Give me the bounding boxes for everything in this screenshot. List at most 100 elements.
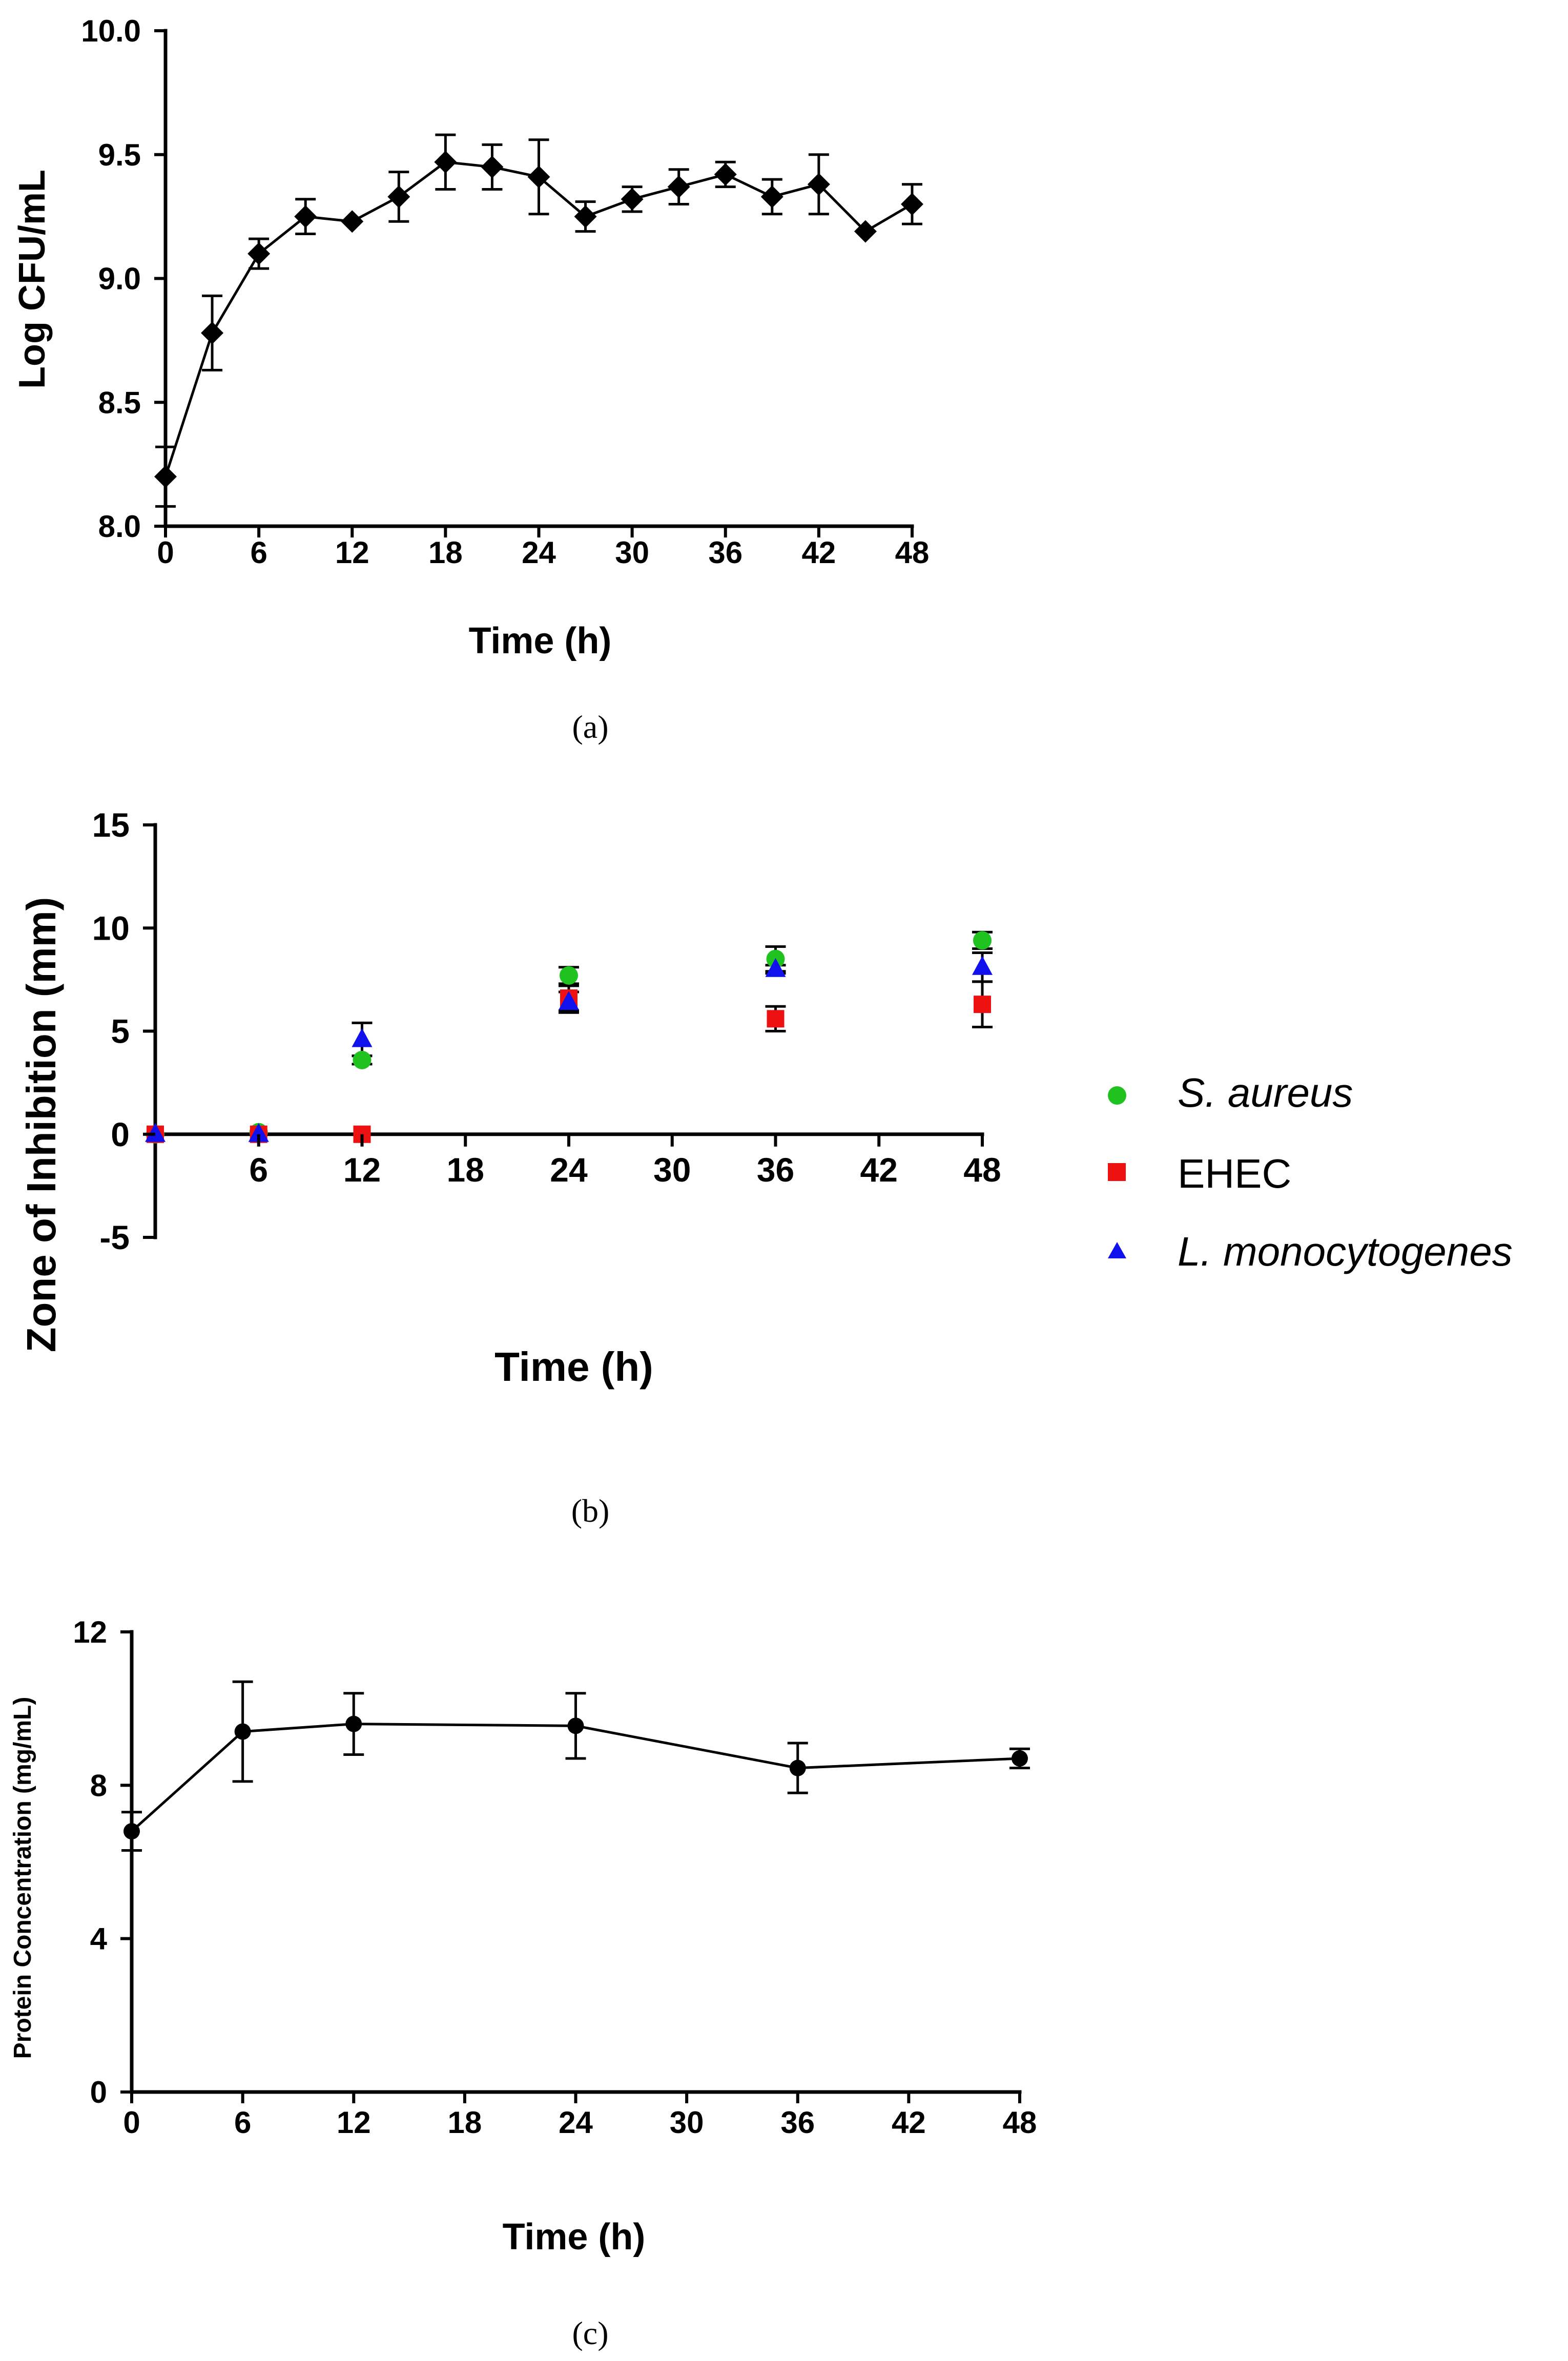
panel-b-point-l-monocytogenes — [765, 958, 786, 977]
panel-a-data-point — [294, 205, 317, 228]
panel-c-y-tick-label: 4 — [90, 1922, 108, 1956]
legend-marker-l-monocytogenes — [1108, 1242, 1126, 1258]
panel-c-x-axis-title: Time (h) — [503, 2217, 646, 2258]
panel-c-data-point — [567, 1717, 584, 1734]
panel-a-y-tick-label: 10.0 — [81, 14, 141, 48]
panel-b-point-s-aureus — [973, 931, 992, 950]
panel-a-caption: (a) — [572, 709, 608, 745]
panel-c-y-tick-label: 8 — [90, 1768, 107, 1803]
legend-label-s-aureus: S. aureus — [1178, 1070, 1353, 1115]
panel-a-data-point — [574, 205, 597, 228]
panel-a-data-point — [854, 220, 877, 243]
panel-b-y-tick-label: 5 — [111, 1012, 130, 1050]
panel-c-data-point — [345, 1715, 362, 1732]
panel-a-data-point — [714, 163, 737, 186]
panel-a-y-ticks: 8.0 8.5 9.0 9.5 10.0 — [81, 14, 166, 544]
panel-c-data-point — [234, 1723, 251, 1740]
panel-b-point-ehec — [767, 1010, 785, 1028]
panel-b-y-ticks: -5 0 5 10 15 — [92, 806, 155, 1256]
panel-a-data-point — [201, 321, 224, 344]
panel-b-y-axis-title: Zone of Inhibition (mm) — [18, 897, 64, 1353]
panel-a-x-tick-label: 18 — [428, 535, 463, 570]
panel-b-point-l-monocytogenes — [352, 1028, 373, 1047]
panel-a-data-point — [621, 188, 644, 211]
panel-b-chart: 6 12 18 24 30 36 42 48 -5 0 5 10 15 Time (h) Zone o… — [18, 806, 1513, 1529]
panel-b-x-tick-label: 30 — [653, 1151, 691, 1189]
panel-c-x-tick-label: 12 — [337, 2105, 371, 2140]
panel-a-x-tick-label: 48 — [895, 535, 930, 570]
legend-label-ehec: EHEC — [1178, 1151, 1291, 1196]
panel-a-data-point — [434, 151, 457, 174]
panel-c-series-line — [131, 1723, 1020, 1832]
panel-a-x-tick-label: 12 — [335, 535, 369, 570]
panel-c-x-tick-label: 30 — [670, 2105, 704, 2140]
panel-b-point-s-aureus — [560, 966, 578, 985]
panel-a-x-tick-label: 30 — [615, 535, 649, 570]
panel-c-data-point — [789, 1759, 806, 1776]
panel-a-data-point — [667, 175, 690, 198]
panel-b-y-tick-label: -5 — [99, 1218, 130, 1256]
panel-b-x-tick-label: 12 — [343, 1151, 381, 1189]
panel-a-x-tick-label: 42 — [802, 535, 836, 570]
panel-a-data-point — [481, 155, 504, 178]
panel-a-y-tick-label: 8.5 — [98, 385, 141, 420]
panel-a-data-point — [901, 193, 923, 216]
panel-a-y-tick-label: 9.5 — [98, 138, 141, 172]
panel-a-x-tick-label: 36 — [708, 535, 742, 570]
legend-label-l-monocytogenes: L. monocytogenes — [1178, 1229, 1513, 1274]
legend-marker-ehec — [1108, 1163, 1126, 1181]
panel-c-data-point — [1012, 1750, 1028, 1767]
panel-b-x-tick-label: 42 — [860, 1151, 898, 1189]
panel-c-x-tick-label: 6 — [234, 2105, 251, 2140]
panel-a-x-ticks: 0 6 12 18 24 30 36 42 48 — [157, 526, 929, 570]
panel-c-caption: (c) — [572, 2315, 608, 2351]
panel-a-x-tick-label: 0 — [157, 535, 174, 570]
panel-b-caption: (b) — [571, 1493, 610, 1529]
panel-a-data-point — [807, 173, 830, 196]
panel-a-data-point — [341, 210, 364, 233]
panel-c-x-tick-label: 24 — [559, 2105, 593, 2140]
panel-b-point-l-monocytogenes — [972, 956, 993, 975]
panel-a-x-tick-label: 24 — [522, 535, 556, 570]
panel-c-x-tick-label: 0 — [123, 2105, 140, 2140]
panel-b-y-tick-label: 15 — [92, 806, 130, 844]
panel-b-x-tick-label: 6 — [249, 1151, 268, 1189]
panel-a-y-axis-title: Log CFU/mL — [12, 170, 53, 389]
panel-c-x-tick-label: 18 — [448, 2105, 482, 2140]
panel-c-x-tick-label: 42 — [892, 2105, 926, 2140]
panel-b-point-s-aureus — [353, 1050, 372, 1069]
panel-b-legend: S. aureus EHEC L. monocytogenes — [1108, 1070, 1513, 1274]
panel-a-x-axis-title: Time (h) — [469, 620, 612, 661]
panel-a-data-point — [154, 465, 177, 488]
panel-b-x-axis-title: Time (h) — [494, 1344, 653, 1390]
legend-marker-s-aureus — [1108, 1086, 1126, 1105]
panel-a-x-tick-label: 6 — [250, 535, 267, 570]
panel-a-data-point — [527, 165, 550, 189]
panel-c-y-tick-label: 12 — [73, 1615, 107, 1649]
panel-c-data-point — [123, 1823, 140, 1840]
panel-b-x-tick-label: 24 — [550, 1151, 588, 1189]
panel-c-y-tick-label: 0 — [90, 2075, 107, 2109]
panel-c-x-tick-label: 36 — [780, 2105, 815, 2140]
panel-b-point-l-monocytogenes — [559, 991, 579, 1010]
panel-c-x-tick-label: 48 — [1003, 2105, 1037, 2140]
panel-b-y-tick-label: 0 — [111, 1115, 130, 1153]
panel-a-y-tick-label: 8.0 — [98, 509, 141, 544]
panel-b-x-tick-label: 48 — [963, 1151, 1001, 1189]
panel-b-x-ticks: 6 12 18 24 30 36 42 48 — [249, 1134, 1001, 1189]
panel-a-chart: 0 6 12 18 24 30 36 42 48 8.0 8.5 9.0 9.5 10.0 Time (… — [12, 14, 929, 745]
panel-a-data-point — [760, 185, 783, 208]
panel-a-data-point — [247, 242, 271, 265]
panel-a-y-tick-label: 9.0 — [98, 262, 141, 296]
panel-b-point-l-monocytogenes — [248, 1123, 269, 1142]
panel-b-x-tick-label: 18 — [447, 1151, 484, 1189]
panel-c-x-ticks: 0 6 12 18 24 30 36 42 48 — [123, 2092, 1037, 2140]
panel-b-point-ehec — [974, 996, 991, 1013]
panel-a-data-point — [387, 185, 410, 208]
panel-c-y-ticks: 0 4 8 12 — [73, 1615, 132, 2109]
panel-c-y-axis-title: Protein Concentration (mg/mL) — [9, 1697, 36, 2059]
panel-b-x-tick-label: 36 — [757, 1151, 794, 1189]
panel-b-point-l-monocytogenes — [145, 1123, 166, 1142]
